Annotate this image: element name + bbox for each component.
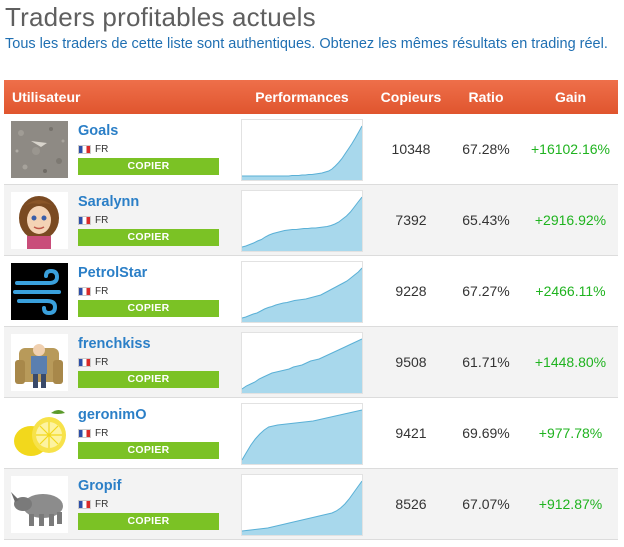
country-code: FR [95, 144, 109, 155]
gain-value: +912.87% [538, 496, 603, 512]
sparkline-area [242, 410, 362, 464]
france-flag-icon [78, 287, 91, 296]
sparkline-line [242, 480, 362, 532]
country-code: FR [95, 428, 109, 439]
ratio-value: 67.27% [462, 283, 510, 299]
trader-name[interactable]: Gropif [78, 478, 122, 494]
table-header: Utilisateur Performances Copieurs Ratio … [4, 80, 618, 114]
copy-button[interactable]: COPIER [78, 442, 219, 459]
performance-sparkline [242, 196, 362, 251]
copy-button[interactable]: COPIER [78, 158, 219, 175]
page-subtitle: Tous les traders de cette liste sont aut… [5, 36, 608, 52]
ratio-value: 69.69% [462, 425, 510, 441]
cartoon-girl-avatar[interactable] [11, 192, 68, 249]
trader-country: FR [78, 144, 108, 155]
ratio-value: 67.07% [462, 496, 510, 512]
gain-value: +16102.16% [530, 141, 611, 157]
sparkline-area [242, 481, 362, 535]
header-copiers[interactable]: Copieurs [380, 89, 442, 105]
performance-chart [241, 332, 363, 394]
ratio-value: 61.71% [462, 354, 510, 370]
stone-texture-avatar[interactable] [11, 121, 68, 178]
france-flag-icon [78, 429, 91, 438]
sparkline-line [242, 125, 362, 177]
copiers-value: 9228 [395, 283, 427, 299]
sparkline-area [242, 339, 362, 393]
lemon-avatar[interactable] [11, 405, 68, 462]
sparkline-area [242, 197, 362, 251]
country-code: FR [95, 286, 109, 297]
rhinoceros-avatar[interactable] [11, 476, 68, 533]
header-user[interactable]: Utilisateur [12, 89, 81, 105]
france-flag-icon [78, 216, 91, 225]
ratio-value: 67.28% [462, 141, 510, 157]
sparkline-line [242, 196, 362, 248]
sparkline-line [242, 409, 362, 461]
copiers-value: 9421 [395, 425, 427, 441]
performance-sparkline [242, 480, 362, 535]
trader-name[interactable]: PetrolStar [78, 265, 148, 281]
gain-value: +2466.11% [535, 283, 606, 299]
traders-table: Utilisateur Performances Copieurs Ratio … [4, 80, 618, 540]
trader-name[interactable]: geronimO [78, 407, 147, 423]
france-flag-icon [78, 358, 91, 367]
wind-logo-avatar[interactable] [11, 263, 68, 320]
performance-chart [241, 403, 363, 465]
trader-country: FR [78, 357, 108, 368]
sparkline-area [242, 126, 362, 180]
performance-sparkline [242, 125, 362, 180]
copy-button[interactable]: COPIER [78, 229, 219, 246]
copiers-value: 7392 [395, 212, 427, 228]
trader-name[interactable]: Saralynn [78, 194, 140, 210]
sparkline-area [242, 268, 362, 322]
table-row: Saralynn FR COPIER 7392 65.43% +2916.92% [4, 185, 618, 256]
copiers-value: 8526 [395, 496, 427, 512]
trader-country: FR [78, 428, 108, 439]
country-code: FR [95, 499, 109, 510]
sparkline-line [242, 267, 362, 319]
trader-name[interactable]: frenchkiss [78, 336, 151, 352]
ratio-value: 65.43% [462, 212, 510, 228]
armchair-man-avatar[interactable] [11, 334, 68, 391]
france-flag-icon [78, 500, 91, 509]
header-performance[interactable]: Performances [255, 89, 349, 105]
performance-sparkline [242, 409, 362, 464]
france-flag-icon [78, 145, 91, 154]
gain-value: +1448.80% [534, 354, 607, 370]
country-code: FR [95, 215, 109, 226]
copy-button[interactable]: COPIER [78, 513, 219, 530]
gain-value: +977.78% [538, 425, 603, 441]
header-ratio[interactable]: Ratio [468, 89, 504, 105]
gain-value: +2916.92% [534, 212, 607, 228]
performance-chart [241, 474, 363, 536]
table-row: frenchkiss FR COPIER 9508 61.71% +1448.8… [4, 327, 618, 398]
copiers-value: 9508 [395, 354, 427, 370]
trader-country: FR [78, 215, 108, 226]
trader-name[interactable]: Goals [78, 123, 119, 139]
table-row: Gropif FR COPIER 8526 67.07% +912.87% [4, 469, 618, 540]
table-row: PetrolStar FR COPIER 9228 67.27% +2466.1… [4, 256, 618, 327]
page-title: Traders profitables actuels [5, 2, 316, 32]
performance-sparkline [242, 267, 362, 322]
performance-chart [241, 261, 363, 323]
performance-sparkline [242, 338, 362, 393]
table-row: geronimO FR COPIER 9421 69.69% +977.78% [4, 398, 618, 469]
performance-chart [241, 190, 363, 252]
trader-country: FR [78, 286, 108, 297]
table-row: Goals FR COPIER 10348 67.28% +16102.16% [4, 114, 618, 185]
header-gain[interactable]: Gain [554, 89, 587, 105]
country-code: FR [95, 357, 109, 368]
sparkline-line [242, 338, 362, 390]
copy-button[interactable]: COPIER [78, 371, 219, 388]
trader-country: FR [78, 499, 108, 510]
copy-button[interactable]: COPIER [78, 300, 219, 317]
copiers-value: 10348 [391, 141, 431, 157]
performance-chart [241, 119, 363, 181]
